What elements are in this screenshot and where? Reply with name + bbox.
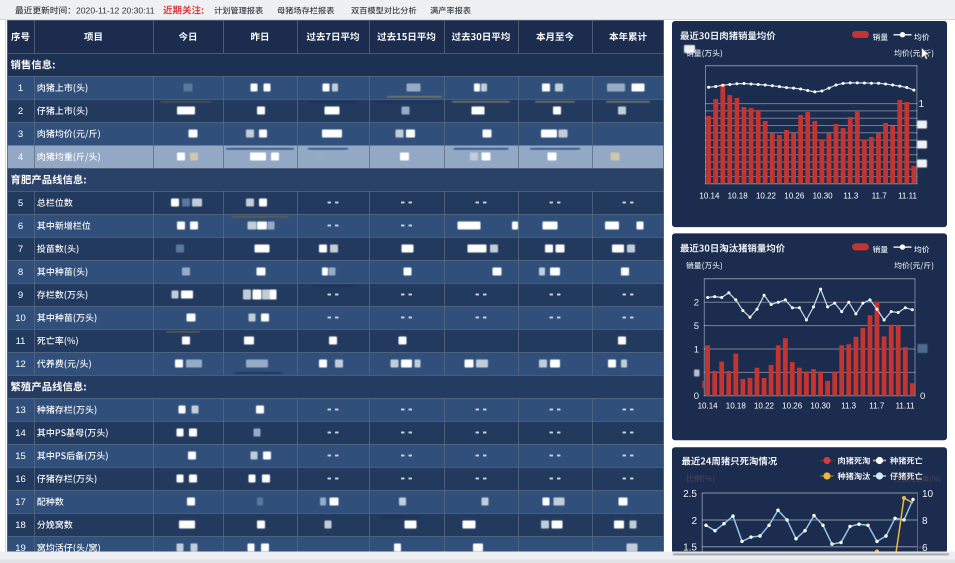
svg-text:5: 5	[18, 198, 23, 209]
svg-text:11.11: 11.11	[896, 402, 915, 411]
svg-text:1.5: 1.5	[683, 543, 697, 554]
svg-text:2020-11-12 20:30:11: 2020-11-12 20:30:11	[76, 6, 155, 16]
svg-text:1: 1	[919, 99, 925, 110]
svg-text:10.22: 10.22	[754, 402, 775, 411]
svg-text:10.14: 10.14	[699, 192, 720, 201]
svg-text:10.22: 10.22	[756, 192, 777, 201]
svg-text:10.30: 10.30	[813, 192, 834, 201]
svg-text:11: 11	[16, 336, 26, 347]
svg-text:6: 6	[922, 543, 928, 554]
svg-text:10: 10	[15, 313, 26, 324]
svg-text:15: 15	[15, 451, 26, 462]
svg-text:7: 7	[18, 244, 23, 255]
svg-text:3: 3	[18, 129, 23, 140]
svg-text:10.14: 10.14	[698, 402, 719, 411]
svg-text:10: 10	[922, 489, 934, 500]
svg-text:11.7: 11.7	[872, 192, 888, 201]
svg-text:6: 6	[18, 221, 23, 232]
svg-text:10.18: 10.18	[726, 402, 747, 411]
svg-text:18: 18	[15, 520, 26, 531]
svg-text:4: 4	[18, 152, 23, 163]
svg-text:12: 12	[15, 359, 26, 370]
svg-text:2: 2	[694, 298, 699, 309]
svg-text:11.3: 11.3	[843, 192, 859, 201]
svg-text:2.5: 2.5	[683, 489, 697, 500]
svg-text:10.18: 10.18	[728, 192, 749, 201]
svg-text:8: 8	[922, 516, 928, 527]
svg-text:5: 5	[694, 321, 699, 332]
svg-text:14: 14	[15, 428, 26, 439]
svg-text:10.26: 10.26	[782, 402, 803, 411]
svg-text:17: 17	[15, 497, 26, 508]
svg-text:2: 2	[691, 516, 697, 527]
svg-text:0: 0	[920, 391, 925, 402]
svg-text:10.26: 10.26	[784, 192, 805, 201]
svg-text:11.11: 11.11	[898, 192, 917, 201]
svg-text:1: 1	[694, 344, 699, 355]
svg-text:0: 0	[694, 391, 699, 402]
svg-text:2: 2	[18, 106, 23, 117]
svg-text:1: 1	[18, 83, 23, 94]
svg-text:11.7: 11.7	[869, 402, 885, 411]
svg-text:10.30: 10.30	[810, 402, 831, 411]
svg-text:13: 13	[15, 405, 26, 416]
svg-text:11.3: 11.3	[841, 402, 857, 411]
svg-text:9: 9	[18, 290, 23, 301]
svg-text:16: 16	[15, 474, 26, 485]
svg-text:19: 19	[15, 543, 26, 554]
svg-text:8: 8	[18, 267, 23, 278]
